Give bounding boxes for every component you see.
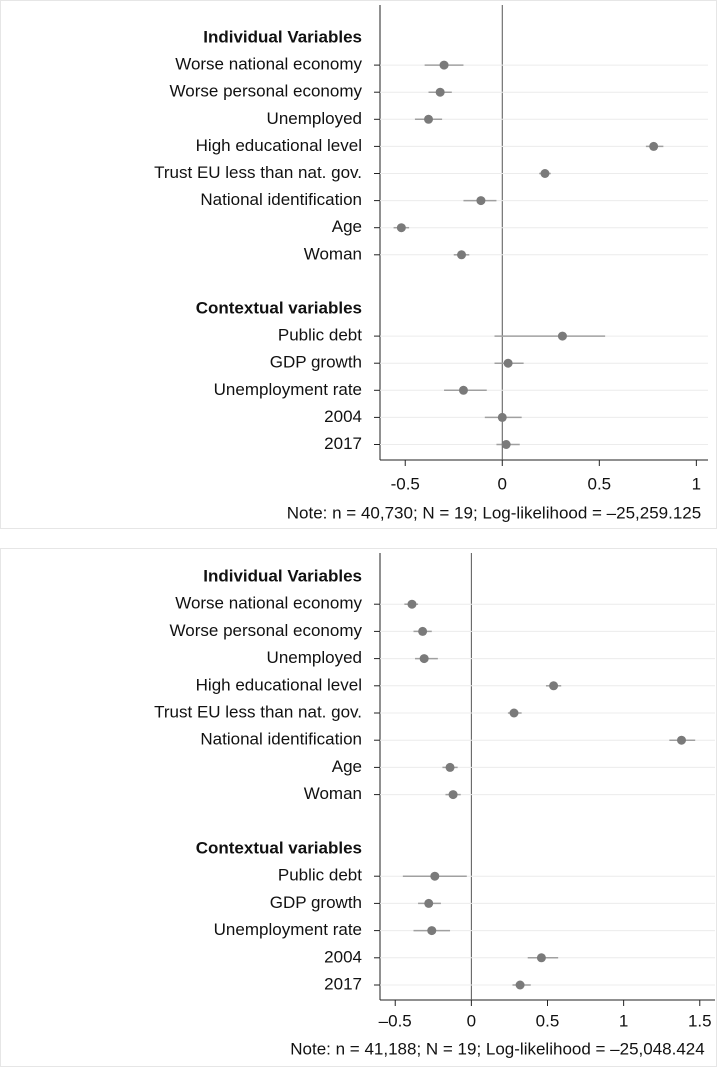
x-tick-label: 0 <box>467 1011 476 1030</box>
y-tick-label: 2004 <box>324 947 362 966</box>
y-tick-label: Public debt <box>278 866 362 885</box>
point <box>476 196 486 206</box>
y-tick-label: Woman <box>304 784 362 803</box>
group-header: Individual Variables <box>203 566 362 585</box>
y-tick-label: Age <box>332 757 362 776</box>
point <box>418 626 428 636</box>
y-tick-label: GDP growth <box>270 353 362 372</box>
point <box>497 412 507 422</box>
point <box>445 762 455 772</box>
y-tick-label: Unemployment rate <box>214 920 362 939</box>
panel-frame <box>0 548 717 1067</box>
y-tick-label: 2017 <box>324 974 362 993</box>
point <box>427 926 437 936</box>
y-tick-label: Age <box>332 217 362 236</box>
y-tick-label: High educational level <box>196 136 362 155</box>
y-tick-label: National identification <box>200 190 362 209</box>
x-tick-label: 1 <box>692 474 701 493</box>
y-tick-label: Trust EU less than nat. gov. <box>154 702 362 721</box>
point <box>457 250 467 260</box>
point <box>407 599 417 609</box>
x-tick-label: 0 <box>498 474 507 493</box>
x-tick-label: 0.5 <box>587 474 611 493</box>
point <box>509 708 519 718</box>
point <box>458 385 468 395</box>
panel-frame <box>0 0 717 529</box>
point <box>424 898 434 908</box>
y-tick-label: 2017 <box>324 434 362 453</box>
y-tick-label: 2004 <box>324 407 362 426</box>
point <box>419 654 429 664</box>
note: Note: n = 41,188; N = 19; Log-likelihood… <box>290 1039 704 1058</box>
point <box>677 735 686 745</box>
y-tick-label: Trust EU less than nat. gov. <box>154 163 362 182</box>
point <box>448 790 458 800</box>
point <box>557 331 567 341</box>
point <box>439 60 449 70</box>
y-tick-label: Worse national economy <box>175 594 362 613</box>
point <box>424 114 434 124</box>
x-tick-label: 0.5 <box>536 1011 560 1030</box>
point <box>435 87 445 97</box>
y-tick-label: High educational level <box>196 675 362 694</box>
group-header: Contextual variables <box>196 838 362 857</box>
point <box>649 141 659 151</box>
y-tick-label: Unemployed <box>267 109 362 128</box>
point <box>430 871 440 881</box>
x-tick-label: 1.5 <box>688 1011 712 1030</box>
point <box>540 169 550 178</box>
point <box>501 440 511 449</box>
x-tick-label: -0.5 <box>391 474 420 493</box>
y-tick-label: Worse national economy <box>175 55 362 74</box>
x-tick-label: –0.5 <box>379 1011 412 1030</box>
point <box>536 953 546 963</box>
group-header: Individual Variables <box>203 27 362 46</box>
y-tick-label: Unemployment rate <box>214 380 362 399</box>
y-tick-label: Worse personal economy <box>170 82 363 101</box>
y-tick-label: National identification <box>200 730 362 749</box>
y-tick-label: Unemployed <box>267 648 362 667</box>
point <box>396 223 406 233</box>
y-tick-label: Worse personal economy <box>170 621 363 640</box>
y-tick-label: Public debt <box>278 326 362 345</box>
y-tick-label: Woman <box>304 244 362 263</box>
point <box>549 681 559 691</box>
x-tick-label: 1 <box>619 1011 628 1030</box>
note: Note: n = 40,730; N = 19; Log-likelihood… <box>287 503 701 522</box>
y-tick-label: GDP growth <box>270 893 362 912</box>
group-header: Contextual variables <box>196 298 362 317</box>
point <box>515 980 525 990</box>
point <box>503 358 513 368</box>
